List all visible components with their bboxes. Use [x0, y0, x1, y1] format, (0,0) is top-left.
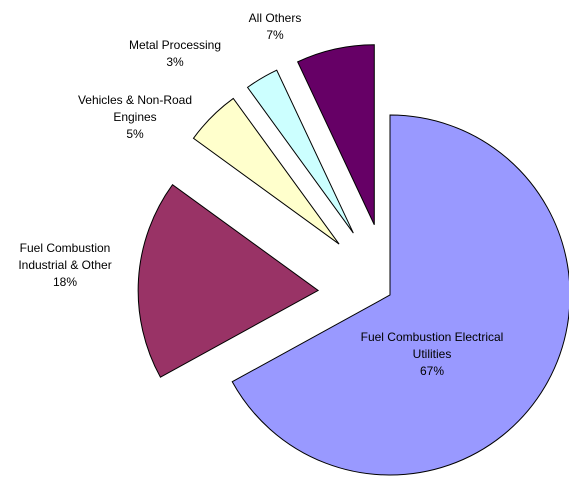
- slice-label: Fuel Combustion Electrical Utilities: [361, 330, 504, 361]
- pie-slice: [296, 44, 375, 225]
- slice-label: All Others: [249, 11, 302, 25]
- value-label: 18%: [53, 275, 77, 289]
- slice-label: Fuel Combustion Industrial & Other: [18, 241, 111, 272]
- value-label: 7%: [266, 28, 284, 42]
- slice-label: Metal Processing: [129, 38, 221, 52]
- slice-label: Vehicles & Non-Road Engines: [78, 93, 192, 124]
- value-label: 5%: [126, 127, 144, 141]
- value-label: 67%: [420, 364, 444, 378]
- pie-slice: [231, 114, 569, 476]
- value-label: 3%: [166, 55, 184, 69]
- pie-slice: [137, 183, 320, 378]
- pie-slice: [246, 69, 354, 234]
- pie-slice: [192, 97, 340, 245]
